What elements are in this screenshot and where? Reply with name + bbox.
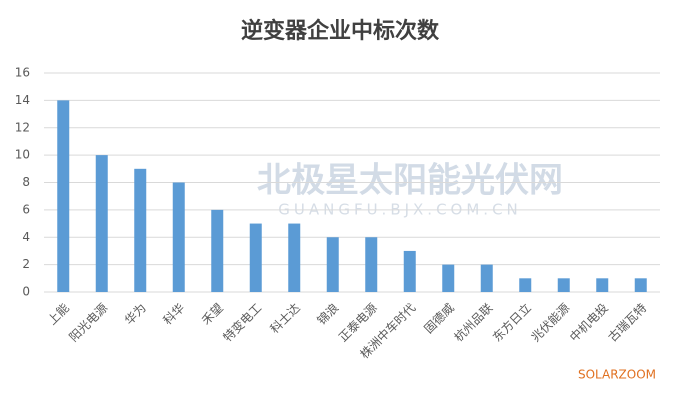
y-tick-label: 14 <box>15 93 30 107</box>
y-tick-label: 8 <box>22 175 30 189</box>
bar <box>288 223 301 292</box>
bar <box>211 209 224 292</box>
bar <box>403 250 416 292</box>
bar <box>519 278 532 292</box>
chart-title: 逆变器企业中标次数 <box>241 18 440 44</box>
y-tick-label: 12 <box>15 120 30 134</box>
y-tick-label: 6 <box>22 202 30 216</box>
bar <box>326 237 339 292</box>
bar <box>596 278 609 292</box>
source: SOLARZOOM <box>578 368 656 382</box>
bar <box>557 278 570 292</box>
bar <box>442 264 455 292</box>
y-tick-label: 10 <box>15 148 30 162</box>
bar <box>249 223 262 292</box>
bar <box>57 100 70 292</box>
y-tick-label: 4 <box>22 230 30 244</box>
bar <box>95 155 108 292</box>
bar <box>634 278 647 292</box>
bar <box>365 237 378 292</box>
y-tick-label: 16 <box>15 66 30 80</box>
bar <box>480 264 493 292</box>
bar <box>134 168 147 292</box>
watermark: 北极星太阳能光伏网 <box>257 161 563 201</box>
bar <box>172 182 185 292</box>
y-tick-label: 0 <box>22 285 30 299</box>
y-tick-label: 2 <box>22 257 30 271</box>
